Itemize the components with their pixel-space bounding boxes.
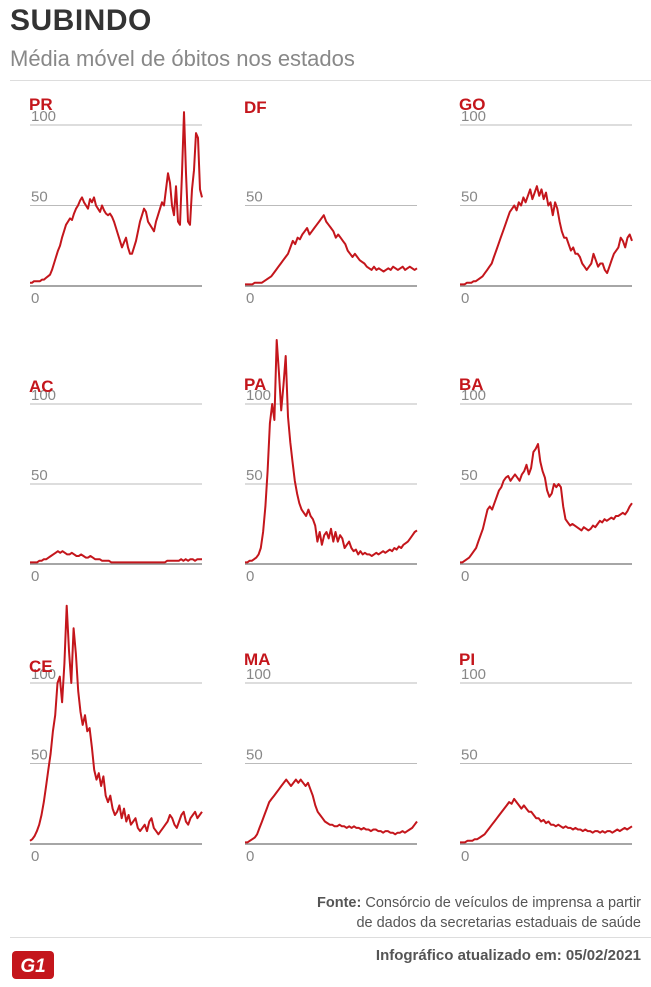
tick-label-pi-0: 0 (461, 848, 469, 865)
chart-title-go: GO (459, 95, 485, 114)
tick-label-pi-50: 50 (461, 747, 478, 764)
chart-title-ce: CE (29, 657, 53, 676)
series-line-ac (30, 550, 202, 564)
footer-divider (10, 937, 651, 938)
chart-title-ba: BA (459, 375, 484, 394)
tick-label-ac-0: 0 (31, 568, 39, 585)
series-line-pa (245, 339, 418, 564)
source-note: Fonte: Consórcio de veículos de imprensa… (317, 893, 641, 933)
g1-logo-icon: G1 (12, 951, 54, 979)
tick-label-ce-100: 100 (31, 666, 56, 683)
tick-label-ce-50: 50 (31, 747, 48, 764)
tick-label-pi-100: 100 (461, 666, 486, 683)
series-line-go (460, 185, 633, 286)
chart-title-ac: AC (29, 377, 54, 396)
tick-label-pa-100: 100 (246, 387, 271, 404)
chart-title-ma: MA (244, 650, 270, 669)
tick-label-pr-0: 0 (31, 290, 39, 307)
tick-label-ma-50: 50 (246, 747, 263, 764)
tick-label-ba-100: 100 (461, 387, 486, 404)
tick-label-ce-0: 0 (31, 848, 39, 865)
chart-title-pr: PR (29, 95, 53, 114)
tick-label-ac-50: 50 (31, 467, 48, 484)
tick-label-pa-50: 50 (246, 467, 263, 484)
series-line-ba (460, 443, 633, 564)
tick-label-ma-100: 100 (246, 666, 271, 683)
tick-label-go-100: 100 (461, 108, 486, 125)
tick-label-pa-0: 0 (246, 568, 254, 585)
chart-title-df: DF (244, 98, 267, 117)
series-line-ce (29, 604, 203, 842)
page-title: SUBINDO (10, 4, 152, 37)
series-line-ma (245, 778, 418, 844)
updated-note: Infográfico atualizado em: 05/02/2021 (375, 947, 641, 964)
tick-label-pr-50: 50 (31, 189, 48, 206)
tick-label-ac-100: 100 (31, 387, 56, 404)
tick-label-go-0: 0 (461, 290, 469, 307)
tick-label-df-50: 50 (246, 189, 263, 206)
tick-label-pr-100: 100 (31, 108, 56, 125)
tick-label-go-50: 50 (461, 189, 478, 206)
series-line-pr (30, 111, 203, 284)
source-line-1: Consórcio de veículos de imprensa a part… (365, 895, 641, 911)
tick-label-ba-0: 0 (461, 568, 469, 585)
series-line-df (245, 214, 418, 286)
page-subtitle: Média móvel de óbitos nos estados (10, 46, 355, 71)
header-divider (10, 80, 651, 81)
tick-label-df-0: 0 (246, 290, 254, 307)
tick-label-ba-50: 50 (461, 467, 478, 484)
series-line-pi (460, 797, 633, 844)
chart-df: 0 50 DF (244, 98, 418, 307)
source-label: Fonte: (317, 895, 362, 911)
tick-label-ma-0: 0 (246, 848, 254, 865)
source-line-2: de dados da secretarias estaduais de saú… (356, 915, 641, 931)
chart-title-pa: PA (244, 375, 266, 394)
logo-text: G1 (20, 956, 45, 977)
chart-title-pi: PI (459, 650, 475, 669)
